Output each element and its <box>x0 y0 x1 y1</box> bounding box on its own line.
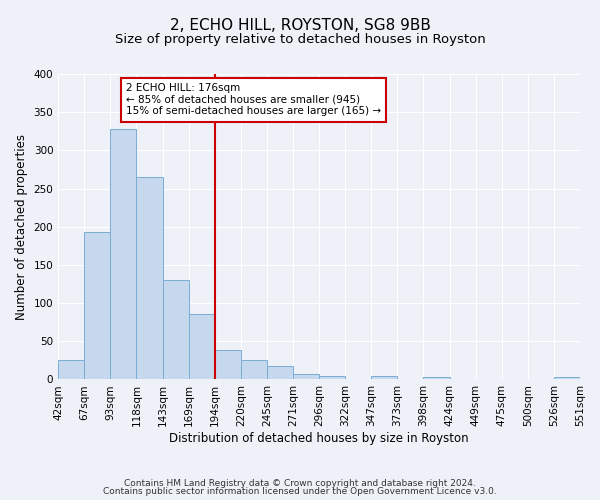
Text: Contains HM Land Registry data © Crown copyright and database right 2024.: Contains HM Land Registry data © Crown c… <box>124 478 476 488</box>
Bar <box>136 177 163 380</box>
Bar <box>424 377 449 380</box>
Y-axis label: Number of detached properties: Number of detached properties <box>15 134 28 320</box>
Bar <box>267 366 293 380</box>
Bar <box>58 360 84 380</box>
X-axis label: Distribution of detached houses by size in Royston: Distribution of detached houses by size … <box>169 432 469 445</box>
Text: 2, ECHO HILL, ROYSTON, SG8 9BB: 2, ECHO HILL, ROYSTON, SG8 9BB <box>170 18 430 32</box>
Text: 2 ECHO HILL: 176sqm
← 85% of detached houses are smaller (945)
15% of semi-detac: 2 ECHO HILL: 176sqm ← 85% of detached ho… <box>126 83 381 116</box>
Bar <box>215 350 241 380</box>
Text: Size of property relative to detached houses in Royston: Size of property relative to detached ho… <box>115 32 485 46</box>
Bar <box>554 377 580 380</box>
Text: Contains public sector information licensed under the Open Government Licence v3: Contains public sector information licen… <box>103 487 497 496</box>
Bar <box>163 280 188 380</box>
Bar <box>293 374 319 380</box>
Bar <box>371 376 397 380</box>
Bar <box>241 360 267 380</box>
Bar <box>110 129 136 380</box>
Bar <box>188 314 215 380</box>
Bar <box>319 376 345 380</box>
Bar <box>84 232 110 380</box>
